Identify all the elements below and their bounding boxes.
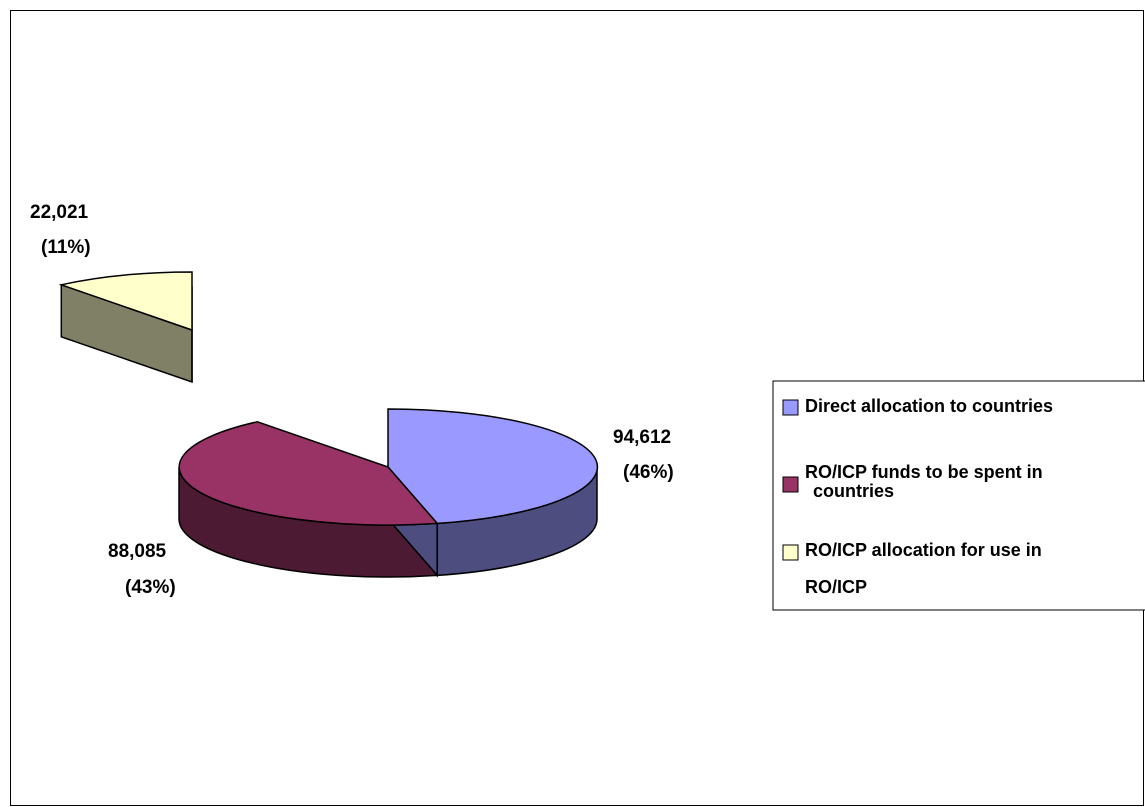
legend-swatch-direct-allocation: [782, 399, 799, 416]
data-label-value-ro-icp-use: 22,021: [30, 202, 89, 223]
legend-swatch-ro-icp-countries: [782, 476, 799, 493]
pie-slice-direct-allocation: [387, 408, 599, 525]
data-label-value-direct-allocation: 94,612: [613, 427, 671, 448]
data-label-percent-ro-icp-use: (11%): [41, 237, 91, 258]
data-label-percent-ro-icp-countries: (43%): [125, 577, 176, 598]
legend-label-ro-icp-countries: RO/ICP funds to be spent in countries: [805, 462, 1048, 501]
legend-label-ro-icp-use: RO/ICP allocation for use in RO/ICP: [805, 540, 1047, 597]
pie-slice-ro-icp-use: [58, 271, 193, 332]
legend: Direct allocation to countries RO/ICP fu…: [772, 380, 1145, 611]
legend-swatch-ro-icp-use: [782, 544, 799, 561]
data-label-percent-direct-allocation: (46%): [623, 462, 674, 483]
legend-label-direct-allocation: Direct allocation to countries: [805, 396, 1053, 416]
legend-box: [772, 380, 1145, 611]
data-label-value-ro-icp-countries: 88,085: [108, 541, 167, 562]
pie-slice-ro-icp-countries: [178, 421, 439, 526]
